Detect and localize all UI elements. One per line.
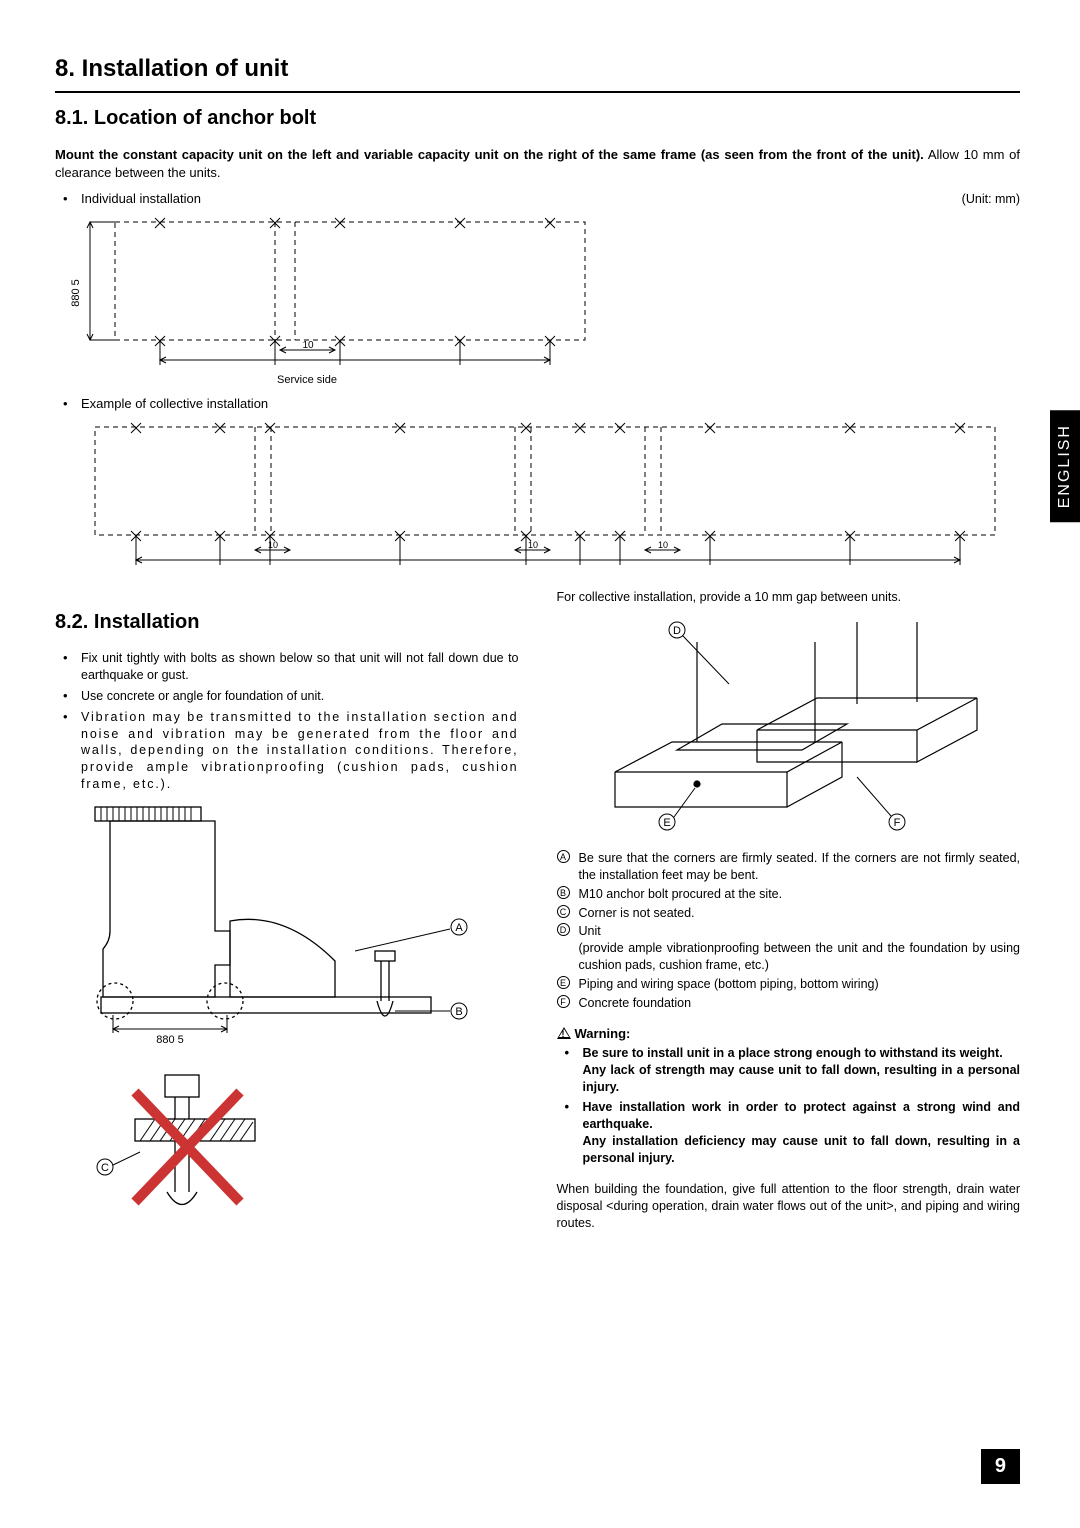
figure-unit-foot: A B 880 5 bbox=[55, 801, 519, 1051]
legend-item: EPiping and wiring space (bottom piping,… bbox=[557, 976, 1021, 993]
svg-text:E: E bbox=[663, 817, 670, 829]
svg-text:10: 10 bbox=[302, 340, 314, 351]
lead-paragraph: Mount the constant capacity unit on the … bbox=[55, 146, 1020, 181]
collective-label: •Example of collective installation bbox=[63, 396, 1020, 411]
warning-list: •Be sure to install unit in a place stro… bbox=[557, 1045, 1021, 1167]
warning-item: •Be sure to install unit in a place stro… bbox=[565, 1045, 1021, 1096]
legend-item: CCorner is not seated. bbox=[557, 905, 1021, 922]
figure-foundation-iso: D E F bbox=[557, 612, 1021, 842]
svg-text:10: 10 bbox=[658, 540, 668, 550]
legend-item: ABe sure that the corners are firmly sea… bbox=[557, 850, 1021, 884]
section-8-1-title: 8.1. Location of anchor bolt bbox=[55, 107, 1020, 130]
section-8-2-title: 8.2. Installation bbox=[55, 611, 519, 634]
warning-item: •Have installation work in order to prot… bbox=[565, 1099, 1021, 1167]
diagram-individual: 880 5 bbox=[55, 210, 1020, 390]
individual-label-text: Individual installation bbox=[81, 191, 201, 206]
figure-wrong-install: C bbox=[55, 1057, 519, 1217]
svg-text:880 5: 880 5 bbox=[156, 1034, 184, 1046]
warning-heading: ! Warning: bbox=[557, 1026, 1021, 1041]
svg-text:B: B bbox=[455, 1006, 462, 1018]
foundation-tail-note: When building the foundation, give full … bbox=[557, 1181, 1021, 1232]
legend-item: FConcrete foundation bbox=[557, 995, 1021, 1012]
svg-text:F: F bbox=[893, 817, 900, 829]
individual-label: •Individual installation bbox=[63, 191, 201, 206]
svg-text:10: 10 bbox=[528, 540, 538, 550]
svg-text:C: C bbox=[101, 1162, 109, 1174]
section-8-title: 8. Installation of unit bbox=[55, 55, 1020, 83]
warning-title-text: Warning: bbox=[575, 1026, 631, 1041]
lead-bold: Mount the constant capacity unit on the … bbox=[55, 147, 924, 162]
s82-bullet: •Use concrete or angle for foundation of… bbox=[63, 688, 519, 705]
legend-item: DUnit(provide ample vibrationproofing be… bbox=[557, 923, 1021, 974]
svg-text:10: 10 bbox=[268, 540, 278, 550]
collective-label-text: Example of collective installation bbox=[81, 396, 268, 411]
svg-text:D: D bbox=[673, 625, 681, 637]
page-number: 9 bbox=[981, 1449, 1020, 1484]
warning-icon: ! bbox=[557, 1027, 571, 1039]
language-tab: ENGLISH bbox=[1050, 410, 1080, 522]
svg-text:Service side: Service side bbox=[277, 374, 337, 386]
legend-item: BM10 anchor bolt procured at the site. bbox=[557, 886, 1021, 903]
h1-rule bbox=[55, 91, 1020, 93]
unit-note: (Unit: mm) bbox=[962, 191, 1020, 208]
s82-bullet: •Vibration may be transmitted to the ins… bbox=[63, 709, 519, 793]
svg-text:880 5: 880 5 bbox=[70, 279, 82, 307]
svg-text:A: A bbox=[455, 922, 463, 934]
s82-bullet: •Fix unit tightly with bolts as shown be… bbox=[63, 650, 519, 684]
collective-gap-note: For collective installation, provide a 1… bbox=[557, 589, 1021, 606]
legend-list: ABe sure that the corners are firmly sea… bbox=[557, 850, 1021, 1012]
diagram-collective: 10 10 10 bbox=[55, 415, 1020, 575]
